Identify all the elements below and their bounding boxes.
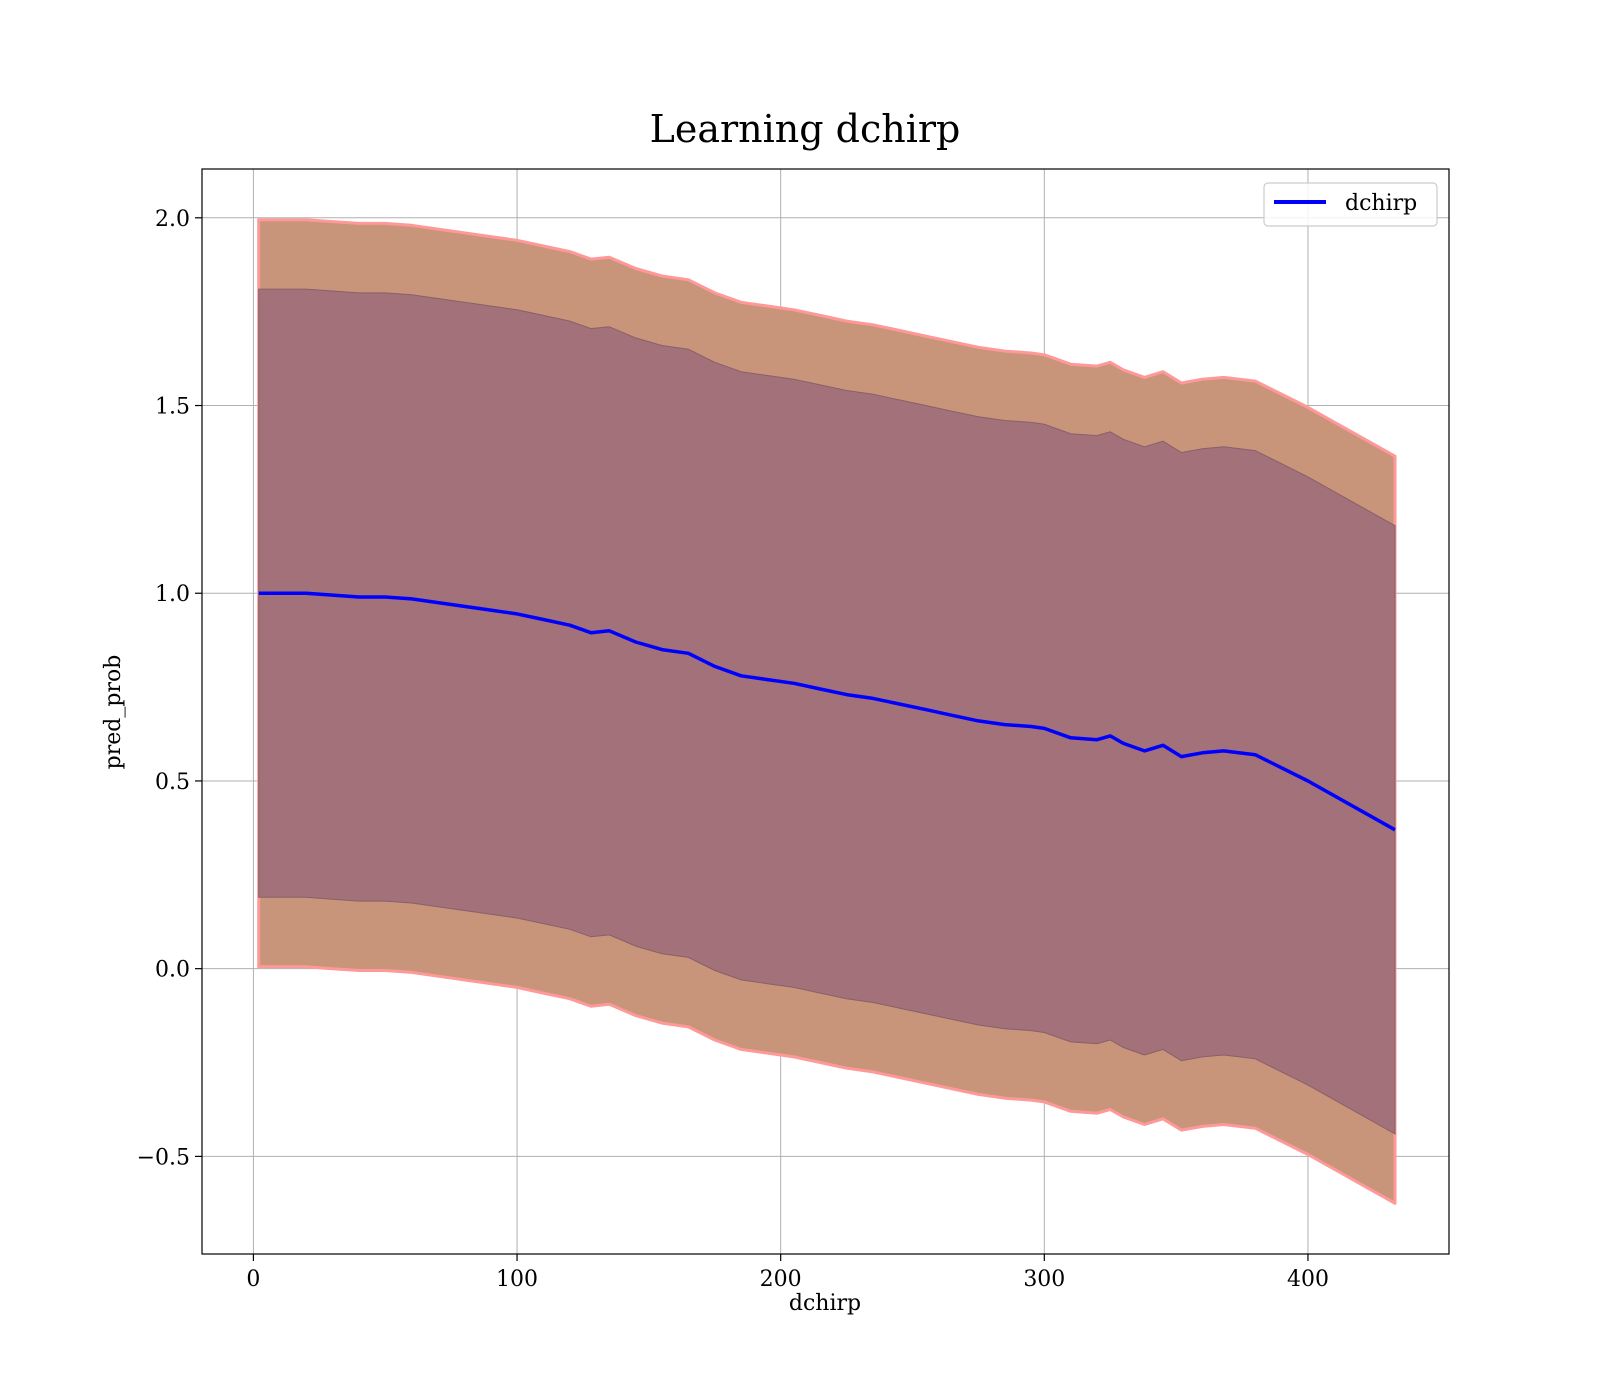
- x-tick-label: 200: [760, 1267, 802, 1292]
- x-axis-ticks: 0 100 200 300 400: [246, 1254, 1329, 1292]
- x-tick-label: 400: [1287, 1267, 1329, 1292]
- plot-frame: [201, 168, 1450, 1255]
- y-axis-label: pred_prob: [101, 655, 126, 770]
- inner-confidence-band: [258, 288, 1396, 1135]
- x-axis-label: dchirp: [789, 1291, 861, 1316]
- x-tick-label: 300: [1023, 1267, 1065, 1292]
- y-axis-ticks: −0.5 0.0 0.5 1.0 1.5 2.0: [137, 207, 202, 1170]
- chart-title: Learning dchirp: [650, 107, 961, 151]
- legend-entry-dchirp: dchirp: [1345, 191, 1417, 216]
- y-tick-label: −0.5: [137, 1145, 190, 1170]
- x-tick-label: 100: [496, 1267, 538, 1292]
- lines: [258, 591, 1396, 832]
- x-tick-label: 0: [246, 1267, 260, 1292]
- y-tick-label: 1.0: [155, 582, 190, 607]
- legend: dchirp: [1263, 182, 1438, 227]
- y-tick-label: 2.0: [155, 207, 190, 232]
- y-tick-label: 0.5: [155, 770, 190, 795]
- bands: [257, 218, 1397, 1205]
- y-tick-label: 0.0: [155, 958, 190, 983]
- series-line-dchirp: [258, 591, 1396, 832]
- y-tick-label: 1.5: [155, 395, 190, 420]
- legend-box: [1263, 182, 1438, 227]
